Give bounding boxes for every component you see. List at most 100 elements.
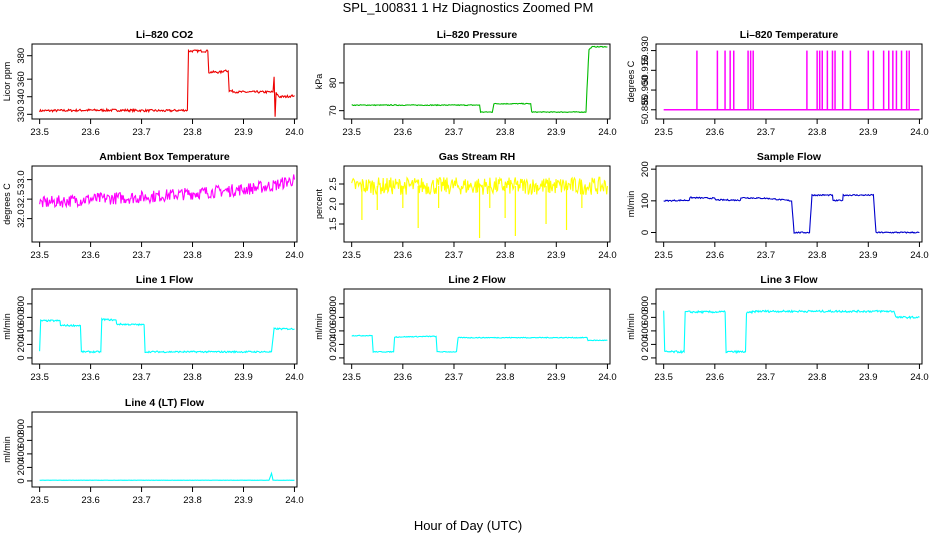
y-axis-label: ml/min — [2, 313, 12, 340]
x-tick-label: 23.7 — [132, 372, 151, 383]
y-tick-label: 70 — [328, 105, 339, 116]
x-tick-label: 23.9 — [859, 250, 878, 261]
x-tick-label: 23.8 — [808, 127, 827, 138]
chart-panel-10: Line 4 (LT) Flow 23.5 23.6 23.7 23.8 23.9 24.0… — [2, 397, 304, 506]
chart-panel-9: Line 3 Flow 23.5 23.6 23.7 23.8 23.9 24.0 0 2004… — [626, 274, 929, 383]
data-series-line — [351, 334, 608, 353]
x-tick-label: 23.8 — [183, 127, 202, 138]
x-tick-label: 23.6 — [81, 250, 100, 261]
y-tick-label: 2.5 — [328, 177, 339, 190]
x-tick-label: 24.0 — [285, 495, 304, 506]
x-tick-label: 23.6 — [706, 250, 725, 261]
plot-frame — [655, 288, 923, 365]
x-tick-label: 23.8 — [808, 250, 827, 261]
y-tick-label: 50.900 — [640, 76, 651, 105]
y-axis-label: degrees C — [626, 60, 636, 102]
y-tick-label: 0 — [16, 355, 27, 360]
x-tick-label: 23.8 — [496, 372, 515, 383]
x-tick-label: 24.0 — [285, 127, 304, 138]
plot-frame — [655, 43, 923, 120]
data-series-line — [663, 193, 920, 234]
chart-title: Gas Stream RH — [439, 151, 515, 163]
chart-panel-4: Ambient Box Temperature 23.5 23.6 23.7 23.8 2… — [2, 151, 304, 261]
chart-panel-7: Line 1 Flow 23.5 23.6 23.7 23.8 23.9 24.0 0 2004… — [2, 274, 304, 383]
x-tick-label: 23.9 — [547, 127, 566, 138]
plot-frame — [31, 288, 298, 365]
x-tick-label: 23.6 — [706, 127, 725, 138]
x-tick-label: 23.6 — [394, 372, 413, 383]
chart-panel-2: Li–820 Pressure 23.5 23.6 23.7 23.8 23.9 24.0 7… — [314, 29, 617, 138]
x-tick-label: 23.6 — [81, 495, 100, 506]
x-tick-label: 23.6 — [81, 127, 100, 138]
plot-frame — [31, 411, 298, 488]
chart-panel-3: Li–820 Temperature 23.5 23.6 23.7 23.8 23.9 24… — [626, 29, 929, 138]
plot-frame — [343, 288, 611, 365]
y-tick-label: 400 — [640, 323, 651, 339]
x-tick-label: 23.5 — [30, 127, 49, 138]
x-tick-label: 23.6 — [81, 372, 100, 383]
data-series-line — [39, 48, 295, 117]
y-tick-label: 1.5 — [328, 217, 339, 230]
x-tick-label: 23.5 — [342, 372, 361, 383]
chart-title: Li–820 CO2 — [136, 29, 193, 41]
y-tick-label: 800 — [640, 296, 651, 312]
y-tick-label: 50.885 — [640, 95, 651, 124]
x-tick-label: 23.5 — [654, 250, 673, 261]
x-tick-label: 24.0 — [598, 250, 617, 261]
x-axis-label: Hour of Day (UTC) — [413, 518, 523, 533]
x-tick-label: 24.0 — [910, 250, 929, 261]
x-tick-label: 23.7 — [445, 250, 464, 261]
x-tick-label: 23.9 — [234, 495, 253, 506]
chart-title: Line 3 Flow — [760, 274, 818, 286]
x-tick-label: 23.5 — [30, 250, 49, 261]
y-tick-label: 0 — [640, 355, 651, 360]
x-tick-label: 23.9 — [547, 250, 566, 261]
chart-title: Li–820 Pressure — [437, 29, 518, 41]
chart-title: Ambient Box Temperature — [99, 151, 230, 163]
y-tick-label: 800 — [16, 419, 27, 435]
y-axis-label: ml/min — [626, 191, 636, 218]
plot-frame — [31, 165, 298, 243]
x-tick-label: 23.6 — [394, 127, 413, 138]
y-axis-label: ml/min — [626, 313, 636, 340]
x-tick-label: 23.5 — [342, 250, 361, 261]
x-tick-label: 23.9 — [859, 372, 878, 383]
x-tick-label: 23.9 — [234, 250, 253, 261]
y-tick-label: 330 — [16, 106, 27, 122]
y-tick-label: 200 — [640, 161, 651, 177]
y-tick-label: 400 — [16, 446, 27, 462]
y-tick-label: 0 — [640, 230, 651, 235]
data-series-line — [351, 45, 608, 114]
x-tick-label: 23.8 — [808, 372, 827, 383]
y-tick-label: 32.0 — [16, 209, 27, 228]
y-tick-label: 0 — [16, 478, 27, 483]
y-tick-label: 200 — [16, 459, 27, 475]
chart-title: Line 4 (LT) Flow — [125, 397, 205, 409]
y-tick-label: 100 — [640, 193, 651, 209]
x-tick-label: 23.9 — [234, 127, 253, 138]
y-tick-label: 0 — [328, 355, 339, 360]
chart-panel-8: Line 2 Flow 23.5 23.6 23.7 23.8 23.9 24.0 0 2004… — [314, 274, 617, 383]
x-tick-label: 23.7 — [757, 372, 776, 383]
x-tick-label: 23.8 — [496, 127, 515, 138]
x-tick-label: 24.0 — [910, 372, 929, 383]
y-tick-label: 600 — [640, 309, 651, 325]
plot-frame — [655, 165, 923, 243]
y-tick-label: 2.0 — [328, 197, 339, 210]
y-tick-label: 380 — [16, 48, 27, 64]
chart-title: Sample Flow — [757, 151, 822, 163]
x-tick-label: 23.6 — [394, 250, 413, 261]
x-tick-label: 23.5 — [654, 372, 673, 383]
page-title: SPL_100831 1 Hz Diagnostics Zoomed PM — [342, 0, 594, 15]
y-axis-label: ml/min — [314, 313, 324, 340]
y-tick-label: 50.915 — [640, 56, 651, 85]
y-tick-label: 600 — [16, 309, 27, 325]
plot-frame — [343, 43, 611, 120]
y-tick-label: 200 — [16, 336, 27, 352]
x-tick-label: 24.0 — [598, 127, 617, 138]
x-tick-label: 23.7 — [757, 127, 776, 138]
x-tick-label: 23.9 — [547, 372, 566, 383]
x-tick-label: 23.8 — [183, 372, 202, 383]
x-tick-label: 23.6 — [706, 372, 725, 383]
